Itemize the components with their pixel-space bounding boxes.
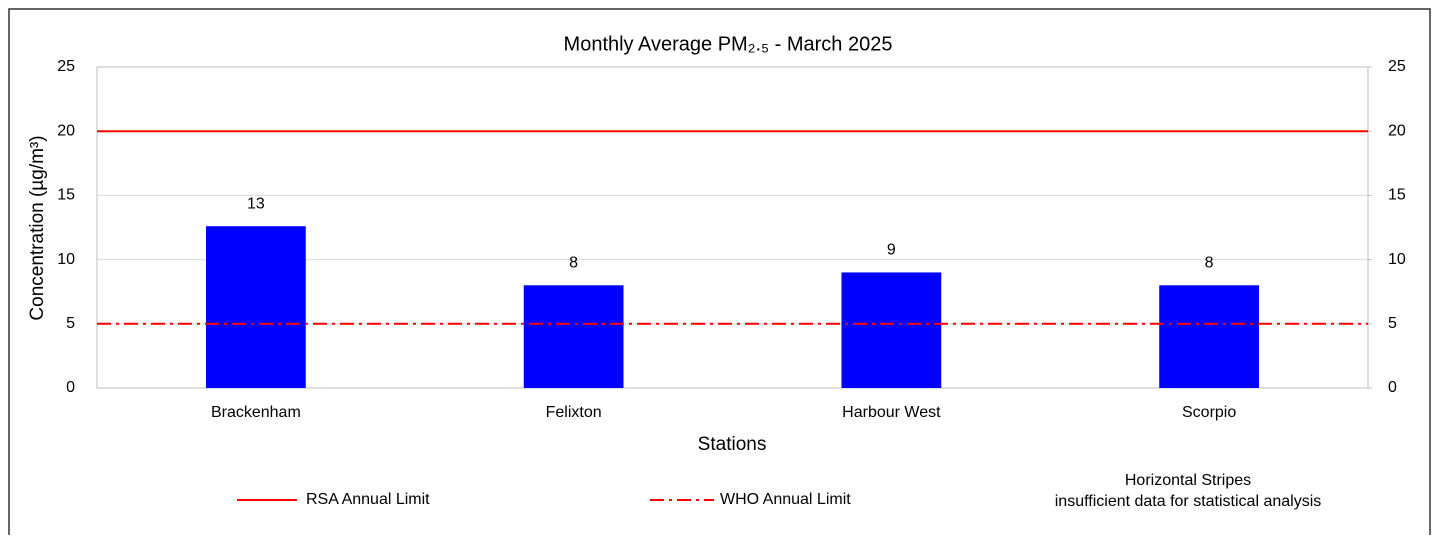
bar (523, 285, 624, 388)
y2-tick-label: 0 (1388, 379, 1397, 396)
y2-tick-label: 15 (1388, 187, 1406, 204)
bar (1159, 285, 1260, 388)
legend-note: Horizontal Stripes (1125, 472, 1251, 489)
data-label: 13 (247, 195, 265, 212)
bar (841, 272, 942, 388)
y2-tick-label: 10 (1388, 251, 1406, 268)
y2-tick-label: 20 (1388, 122, 1406, 139)
data-label: 8 (569, 254, 578, 271)
x-tick-label: Felixton (546, 404, 602, 421)
y-axis-title: Concentration (µg/m³) (27, 135, 48, 320)
y-tick-label: 15 (57, 187, 75, 204)
x-tick-label: Scorpio (1182, 404, 1236, 421)
plot-border (96, 66, 1369, 389)
y-tick-label: 20 (57, 122, 75, 139)
legend-label: RSA Annual Limit (306, 491, 430, 508)
y-tick-label: 5 (66, 315, 75, 332)
y2-tick-label: 5 (1388, 315, 1397, 332)
frame (8, 8, 1431, 540)
y-tick-label: 25 (57, 58, 75, 75)
y2-tick-label: 25 (1388, 58, 1406, 75)
y-tick-label: 10 (57, 251, 75, 268)
x-axis-title: Stations (698, 434, 767, 455)
legend-note: insufficient data for statistical analys… (1055, 493, 1322, 510)
data-label: 8 (1205, 254, 1214, 271)
bar (205, 226, 306, 388)
legend-label: WHO Annual Limit (720, 491, 851, 508)
chart-title: Monthly Average PM₂.₅ - March 2025 (564, 33, 893, 55)
x-tick-label: Harbour West (842, 404, 941, 421)
y-tick-label: 0 (66, 379, 75, 396)
x-tick-label: Brackenham (211, 404, 301, 421)
data-label: 9 (887, 242, 896, 259)
